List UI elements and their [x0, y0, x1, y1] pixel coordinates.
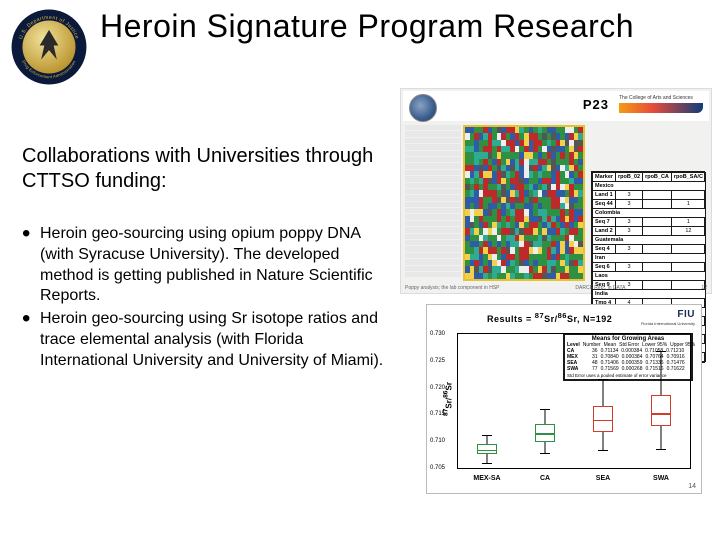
xtick: SWA	[653, 475, 669, 482]
figure1-footer-left: Poppy analysis; the lab component in HSP	[405, 285, 500, 291]
bullet-text: Heroin geo-sourcing using opium poppy DN…	[40, 224, 390, 307]
figure-boxplot: Results = 87Sr/86Sr, N=192 FIU Florida I…	[426, 304, 702, 494]
xtick: SEA	[596, 475, 610, 482]
figure1-footer-right: 12	[701, 285, 707, 291]
bullet-dot-icon: •	[22, 309, 40, 328]
slide-title: Heroin Signature Program Research	[100, 8, 710, 45]
bullet-text: Heroin geo-sourcing using Sr isotope rat…	[40, 309, 390, 371]
slide-subtitle: Collaborations with Universities through…	[22, 144, 382, 194]
ytick: 0.720	[430, 385, 445, 391]
fiu-logo-sub: Florida International University	[641, 321, 695, 326]
figure2-plot-area: 0.7050.7100.7150.7200.7250.730MEX-SACASE…	[457, 333, 691, 469]
ytick: 0.710	[430, 438, 445, 444]
agency-logo: U.S. Department of Justice Drug Enforcem…	[10, 8, 88, 86]
boxplot-SEA	[593, 334, 613, 468]
sup1: 87	[535, 311, 544, 320]
bullet-dot-icon: •	[22, 224, 40, 243]
institution-mark: The College of Arts and Sciences	[619, 96, 703, 116]
figure-dna-grid: P23 The College of Arts and Sciences Mar…	[400, 88, 712, 294]
figure1-footer-mid: DARCE Rep., in DATA	[575, 285, 625, 291]
fiu-logo-text: FIU	[677, 309, 695, 320]
xtick: CA	[540, 475, 550, 482]
university-crest-icon	[409, 94, 437, 122]
figure1-body: MarkerrpoB_02rpoB_CArpoB_SA/CMexicoLand …	[403, 123, 709, 283]
boxplot-CA	[535, 334, 555, 468]
list-item: • Heroin geo-sourcing using opium poppy …	[22, 224, 390, 307]
bullet-list: • Heroin geo-sourcing using opium poppy …	[22, 224, 390, 374]
figure2-title-prefix: Results =	[487, 314, 535, 324]
ytick: 0.705	[430, 465, 445, 471]
ytick: 0.725	[430, 358, 445, 364]
xtick: MEX-SA	[473, 475, 500, 482]
figure1-footer: Poppy analysis; the lab component in HSP…	[405, 285, 707, 291]
sup2: 86	[558, 311, 567, 320]
figure2-page-number: 14	[688, 483, 696, 490]
figure2-title: Results = 87Sr/86Sr, N=192	[487, 311, 612, 324]
ytick: 0.715	[430, 411, 445, 417]
institution-text: The College of Arts and Sciences	[619, 96, 703, 101]
ytick: 0.730	[430, 331, 445, 337]
figure1-colorgrid	[463, 125, 585, 281]
swoosh-icon	[619, 103, 703, 113]
boxplot-SWA	[651, 334, 671, 468]
list-item: • Heroin geo-sourcing using Sr isotope r…	[22, 309, 390, 371]
figure1-code: P23	[583, 97, 609, 112]
slide: U.S. Department of Justice Drug Enforcem…	[0, 0, 720, 540]
boxplot-MEX-SA	[477, 334, 497, 468]
figure1-header: P23 The College of Arts and Sciences	[403, 91, 709, 121]
figure1-rowlabels	[405, 125, 461, 281]
